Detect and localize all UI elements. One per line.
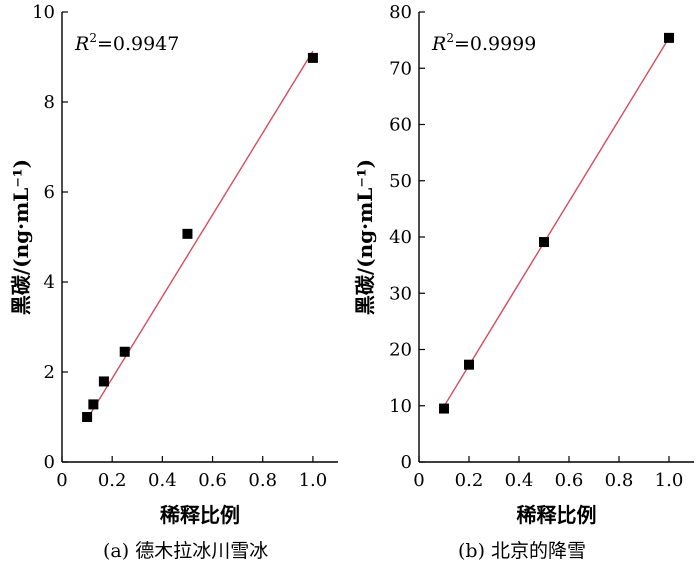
chart-a-y-tick-label: 4	[44, 272, 55, 293]
chart-a-x-axis-label: 稀释比例	[160, 503, 240, 527]
chart-a-y-tick-label: 6	[44, 182, 55, 203]
chart-a-data-point	[82, 412, 93, 422]
chart-b-y-tick-label: 80	[389, 2, 412, 23]
chart-a-x-tick-label: 1.0	[299, 470, 328, 491]
chart-b-r2-annotation: R2=0.9999	[431, 31, 536, 55]
chart-a-y-axis-label: 黑碳/(ng·mL⁻¹)	[9, 159, 33, 315]
chart-a-r2-annotation: R2=0.9947	[74, 31, 179, 55]
chart-a-x-tick-label: 0.8	[248, 470, 277, 491]
chart-b-y-tick-label: 0	[401, 452, 412, 473]
chart-b-data-point	[439, 403, 449, 414]
chart-a-x-tick-label: 0.2	[98, 470, 127, 491]
chart-a-x-tick-label: 0.4	[148, 470, 177, 491]
chart-b-x-tick-label: 0.2	[455, 470, 484, 491]
chart-a-data-point	[88, 399, 99, 410]
chart-b-data-point	[539, 237, 549, 248]
chart-b-x-tick-label: 0.8	[605, 470, 634, 491]
chart-b-y-tick-label: 60	[389, 115, 412, 136]
chart-b-y-axis-label: 黑碳/(ng·mL⁻¹)	[353, 159, 377, 315]
panel-b-caption: (b) 北京的降雪	[458, 540, 587, 562]
chart-b-fit-line	[443, 37, 670, 407]
chart-b-x-axis-label: 稀释比例	[517, 503, 597, 527]
chart-a-y-tick-label: 10	[32, 2, 55, 23]
chart-b-y-tick-label: 40	[389, 227, 412, 248]
chart-a-data-point	[98, 376, 109, 387]
chart-b-x-tick-label: 0.6	[555, 470, 584, 491]
chart-b-x-tick-label: 1.0	[655, 470, 684, 491]
panel-a-caption: (a) 德木拉冰川雪冰	[103, 540, 269, 562]
chart-b-y-tick-label: 70	[389, 58, 412, 79]
chart-a-y-tick-label: 2	[44, 362, 55, 383]
chart-b-x-tick-label: 0.4	[505, 470, 534, 491]
chart-b-y-tick-label: 50	[389, 171, 412, 192]
chart-a-fit-line	[86, 50, 314, 420]
chart-a-data-point	[307, 52, 318, 63]
chart-a-x-tick-label: 0.6	[198, 470, 227, 491]
chart-b-y-tick-label: 20	[389, 340, 412, 361]
chart-a-y-tick-label: 8	[44, 92, 55, 113]
chart-b-y-tick-label: 10	[389, 396, 412, 417]
chart-a-y-tick-label: 0	[44, 452, 55, 473]
chart-b-data-point	[664, 32, 674, 43]
chart-b-y-tick-label: 30	[389, 283, 412, 304]
chart-svg: 0 2 4 6 8 10 0 0.2 0.4 0.6 0.8 1.0 R2=0.9947 稀释比例 黑碳/(…	[9, 2, 694, 527]
chart-a-data-point	[182, 228, 193, 239]
chart-b-data-point	[464, 359, 474, 370]
chart-b-x-tick-label: 0	[413, 470, 424, 491]
chart-a-data-point	[119, 346, 130, 357]
chart-a-x-tick-label: 0	[56, 470, 67, 491]
